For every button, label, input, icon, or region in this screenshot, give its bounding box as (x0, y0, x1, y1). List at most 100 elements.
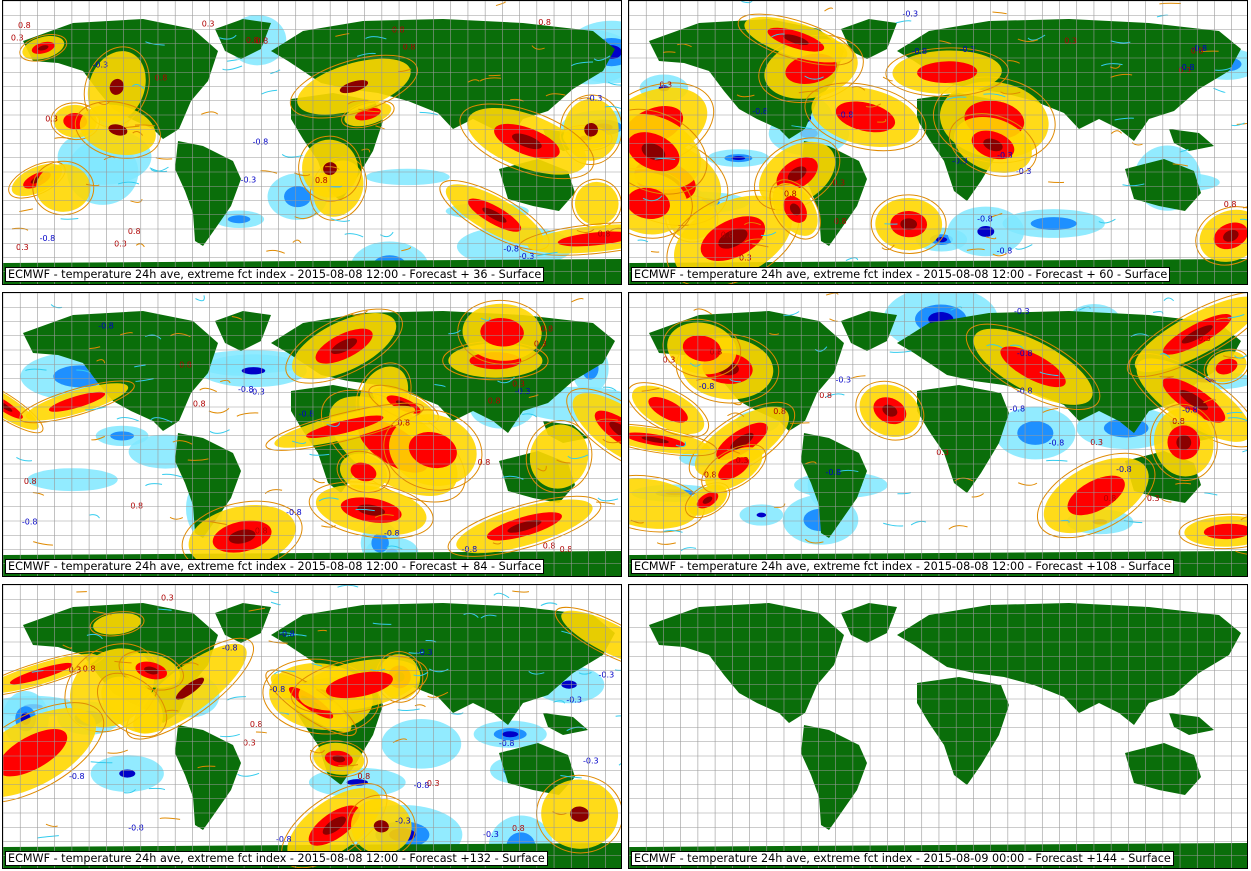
svg-text:0.8: 0.8 (155, 73, 168, 82)
svg-text:0.3: 0.3 (1064, 36, 1077, 45)
svg-text:0.3: 0.3 (45, 114, 58, 123)
svg-text:0.3: 0.3 (936, 448, 949, 457)
map-2: -0.80.80.30.8-0.30.3-0.3-0.3-0.8-0.80.8-… (629, 1, 1247, 284)
svg-text:0.8: 0.8 (598, 229, 611, 238)
svg-text:0.8: 0.8 (834, 217, 847, 226)
svg-text:-0.3: -0.3 (952, 157, 968, 166)
svg-text:0.8: 0.8 (488, 397, 501, 406)
svg-text:-0.3: -0.3 (1016, 167, 1032, 176)
svg-text:-0.8: -0.8 (286, 508, 302, 517)
svg-text:-0.8: -0.8 (1017, 349, 1033, 358)
svg-text:-0.3: -0.3 (519, 252, 535, 261)
svg-text:-0.8: -0.8 (1049, 438, 1065, 447)
map-panel-6: ECMWF - temperature 24h ave, extreme fct… (628, 584, 1248, 869)
svg-text:-0.3: -0.3 (1014, 307, 1030, 316)
svg-text:0.8: 0.8 (819, 391, 832, 400)
svg-text:-0.8: -0.8 (1179, 63, 1195, 72)
svg-text:0.3: 0.3 (832, 178, 845, 187)
svg-text:0.3: 0.3 (663, 356, 676, 365)
svg-text:0.3: 0.3 (659, 80, 672, 89)
svg-text:-0.8: -0.8 (752, 107, 768, 116)
svg-text:0.8: 0.8 (538, 18, 551, 27)
svg-text:-0.3: -0.3 (92, 61, 108, 70)
svg-text:0.3: 0.3 (243, 739, 256, 748)
svg-text:0.3: 0.3 (161, 594, 174, 603)
svg-text:0.8: 0.8 (540, 324, 553, 333)
svg-text:-0.3: -0.3 (417, 648, 433, 657)
map-caption-5: ECMWF - temperature 24h ave, extreme fct… (5, 851, 548, 866)
svg-text:-0.8: -0.8 (128, 824, 144, 833)
svg-text:-0.8: -0.8 (499, 739, 515, 748)
svg-text:-0.8: -0.8 (253, 138, 269, 147)
svg-text:-0.3: -0.3 (395, 816, 411, 825)
svg-text:0.3: 0.3 (512, 379, 525, 388)
svg-text:0.8: 0.8 (18, 21, 31, 30)
svg-text:0.3: 0.3 (427, 779, 440, 788)
svg-text:0.8: 0.8 (128, 227, 141, 236)
svg-text:0.3: 0.3 (1198, 334, 1211, 343)
svg-text:0.3: 0.3 (114, 239, 127, 248)
map-panel-5: -0.8 -0.3 -0.8 -0.8 -0.3 -0.3 -0.8 0.3 -0.8 0.8 -0… (2, 584, 622, 869)
map-caption-2: ECMWF - temperature 24h ave, extreme fct… (631, 267, 1171, 282)
map-4: -0.8 0.8 -0.8 0.3 0.3 -0.3 0.3 -0.8 0.3 -0.8 0.3 0.… (629, 293, 1247, 576)
svg-text:-0.8: -0.8 (997, 247, 1013, 256)
svg-text:-0.3: -0.3 (566, 695, 582, 704)
map-6 (629, 585, 1247, 868)
svg-text:-0.3: -0.3 (902, 9, 918, 18)
svg-text:0.8: 0.8 (193, 399, 206, 408)
svg-text:0.8: 0.8 (250, 720, 263, 729)
svg-text:0.8: 0.8 (543, 541, 556, 550)
svg-text:-0.8: -0.8 (1191, 44, 1207, 53)
svg-text:0.3: 0.3 (1178, 66, 1191, 75)
map-caption-1: ECMWF - temperature 24h ave, extreme fct… (5, 267, 545, 282)
svg-text:0.3: 0.3 (534, 340, 547, 349)
svg-text:0.8: 0.8 (512, 824, 525, 833)
svg-text:-0.3: -0.3 (241, 176, 257, 185)
svg-text:-0.8: -0.8 (699, 382, 715, 391)
svg-text:-0.8: -0.8 (1182, 405, 1198, 414)
map-caption-6: ECMWF - temperature 24h ave, extreme fct… (631, 851, 1174, 866)
svg-text:-0.8: -0.8 (503, 244, 519, 253)
map-panel-2: -0.8 0.8 0.3 0.8 -0.3 0.3 -0.3 -0.3 -0.8 -0.8 0.8-… (628, 0, 1248, 285)
svg-text:0.8: 0.8 (704, 471, 717, 480)
svg-text:-0.3: -0.3 (587, 94, 603, 103)
svg-text:0.8: 0.8 (315, 176, 328, 185)
svg-text:-0.8: -0.8 (270, 685, 286, 694)
svg-text:0.8: 0.8 (1172, 417, 1185, 426)
svg-text:-0.8: -0.8 (276, 835, 292, 844)
svg-text:0.8: 0.8 (255, 37, 268, 46)
svg-text:-0.8: -0.8 (1116, 465, 1132, 474)
svg-text:-0.8: -0.8 (22, 517, 38, 526)
svg-text:-0.3: -0.3 (599, 670, 615, 679)
map-panel-3: -0.8 0.8 0.3 0.8 -0.8 0.8 0.8 -0.8 -0.3 0.8 0.8 0.8… (2, 292, 622, 577)
map-3: -0.80.80.30.8-0.80.80.8-0.8 -0.30.80.80.8… (3, 293, 621, 576)
svg-text:-0.3: -0.3 (960, 45, 976, 54)
svg-text:-0.8: -0.8 (299, 410, 315, 419)
svg-text:0.8: 0.8 (357, 772, 370, 781)
svg-text:0.3: 0.3 (11, 33, 24, 42)
map-1: -0.80.80.8-0.30.3-0.80.30.80.30.3-0.3-0.… (3, 1, 621, 284)
svg-text:-0.8: -0.8 (238, 385, 254, 394)
svg-text:0.8: 0.8 (403, 42, 416, 51)
svg-text:0.3: 0.3 (1090, 438, 1103, 447)
svg-text:0.8: 0.8 (392, 26, 405, 35)
svg-text:-0.3: -0.3 (483, 830, 499, 839)
svg-text:-0.3: -0.3 (997, 151, 1013, 160)
svg-text:-0.8: -0.8 (69, 772, 85, 781)
map-caption-4: ECMWF - temperature 24h ave, extreme fct… (631, 559, 1174, 574)
svg-text:-0.8: -0.8 (279, 629, 295, 638)
svg-text:0.8: 0.8 (246, 36, 259, 45)
svg-text:-0.8: -0.8 (912, 47, 928, 56)
svg-text:0.3: 0.3 (736, 456, 749, 465)
map-panel-4: -0.8 0.8 -0.8 0.3 0.3 -0.3 0.3 -0.8 0.3 -0.8 0.3 0.… (628, 292, 1248, 577)
svg-text:0.3: 0.3 (1147, 494, 1160, 503)
map-5: -0.8 -0.3 -0.8 -0.8 -0.3 -0.3 -0.8 0.3 -0.8 0.8 -0… (3, 585, 621, 868)
svg-text:0.8: 0.8 (1104, 494, 1117, 503)
svg-text:0.3: 0.3 (16, 243, 29, 252)
svg-text:-0.3: -0.3 (583, 756, 599, 765)
svg-text:-0.8: -0.8 (977, 214, 993, 223)
svg-text:0.3: 0.3 (69, 666, 82, 675)
map-caption-3: ECMWF - temperature 24h ave, extreme fct… (5, 559, 545, 574)
svg-text:0.8: 0.8 (397, 418, 410, 427)
svg-text:-0.3: -0.3 (835, 376, 851, 385)
